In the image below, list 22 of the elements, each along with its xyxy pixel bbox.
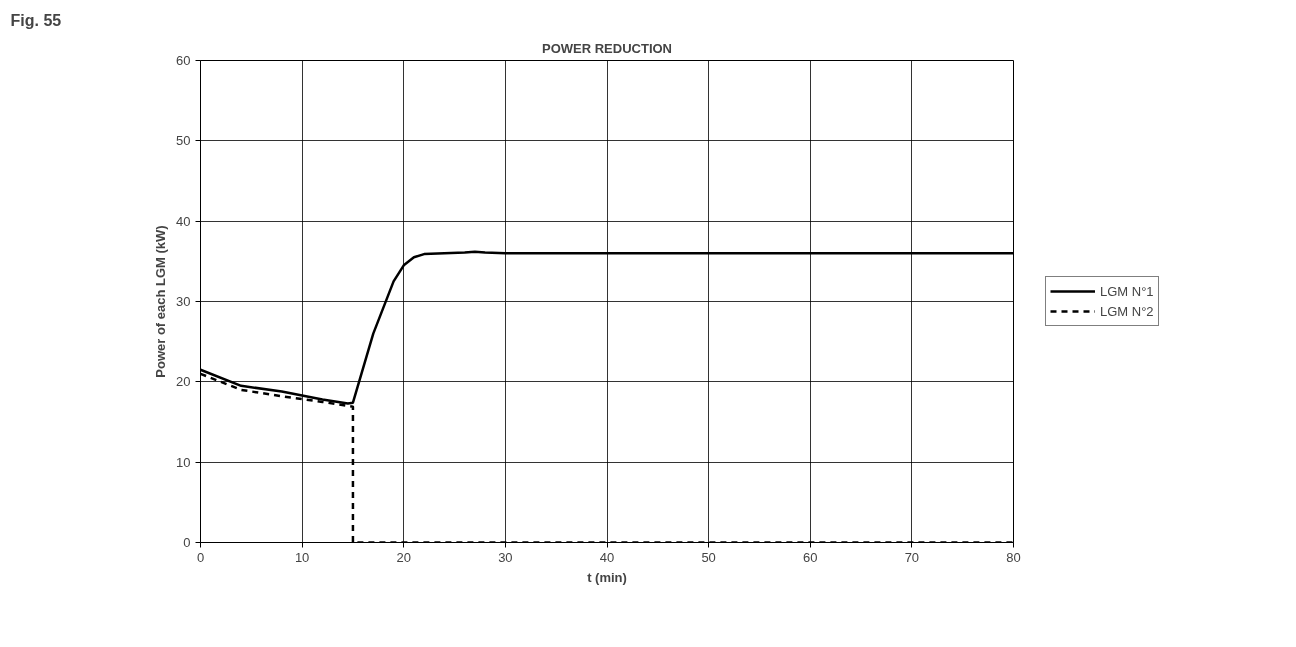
x-tick-label: 80	[1006, 549, 1021, 565]
x-tick-label: 0	[196, 549, 205, 565]
x-axis-title: t (min)	[587, 569, 627, 585]
y-tick-label: 30	[176, 294, 191, 309]
y-tick-label: 20	[176, 374, 191, 390]
y-tick-label: 60	[176, 53, 191, 68]
y-tick-label: 40	[176, 213, 191, 229]
caption: Fig. 55	[10, 11, 62, 29]
x-tick-label: 40	[599, 549, 615, 565]
y-tick-label: 10	[176, 454, 191, 470]
x-tick-label: 70	[904, 549, 920, 565]
y-tick-label: 50	[176, 133, 191, 149]
legend-label: LGM N°1	[1100, 283, 1154, 299]
chart-title: POWER REDUCTION	[542, 40, 672, 56]
x-tick-label: 20	[396, 549, 411, 565]
x-tick-label: 60	[803, 549, 818, 565]
x-tick-label: 50	[701, 549, 716, 565]
legend-label: LGM N°2	[1100, 303, 1154, 319]
x-tick-label: 10	[294, 549, 310, 565]
y-tick-label: 0	[183, 535, 191, 550]
y-axis-title: Power of each LGM (kW)	[153, 225, 169, 378]
x-tick-label: 30	[498, 549, 513, 565]
